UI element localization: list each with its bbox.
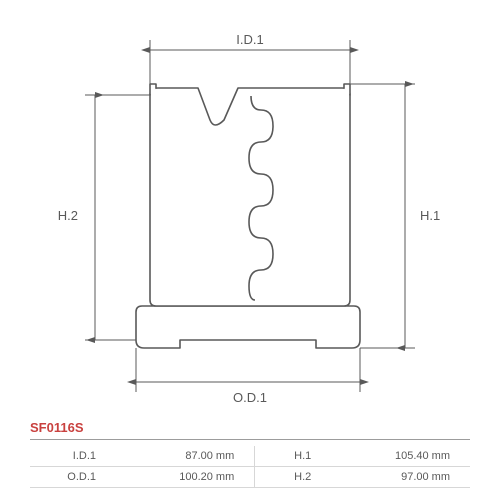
dim-od1: O.D.1 — [136, 348, 360, 405]
part-outline — [136, 84, 360, 348]
cell-v: 105.40 mm — [317, 446, 470, 467]
cell-k: H.2 — [255, 467, 318, 488]
cell-k: I.D.1 — [30, 446, 102, 467]
spec-footer: SF0116S I.D.1 87.00 mm H.1 105.40 mm O.D… — [30, 420, 470, 488]
cell-k: O.D.1 — [30, 467, 102, 488]
label-h1: H.1 — [420, 208, 440, 223]
spec-table: I.D.1 87.00 mm H.1 105.40 mm O.D.1 100.2… — [30, 446, 470, 488]
cell-v: 87.00 mm — [102, 446, 255, 467]
dim-id1: I.D.1 — [150, 32, 350, 84]
cell-v: 97.00 mm — [317, 467, 470, 488]
technical-drawing: I.D.1 O.D.1 H.1 H.2 — [0, 0, 500, 410]
table-row: O.D.1 100.20 mm H.2 97.00 mm — [30, 467, 470, 488]
label-id1: I.D.1 — [236, 32, 263, 47]
label-h2: H.2 — [58, 208, 78, 223]
dim-h2: H.2 — [58, 95, 150, 340]
label-od1: O.D.1 — [233, 390, 267, 405]
cell-k: H.1 — [255, 446, 318, 467]
part-number: SF0116S — [30, 420, 470, 440]
dim-h1: H.1 — [350, 84, 440, 348]
table-row: I.D.1 87.00 mm H.1 105.40 mm — [30, 446, 470, 467]
page: I.D.1 O.D.1 H.1 H.2 SF0116S I.D.1 87.00 … — [0, 0, 500, 500]
cell-v: 100.20 mm — [102, 467, 255, 488]
